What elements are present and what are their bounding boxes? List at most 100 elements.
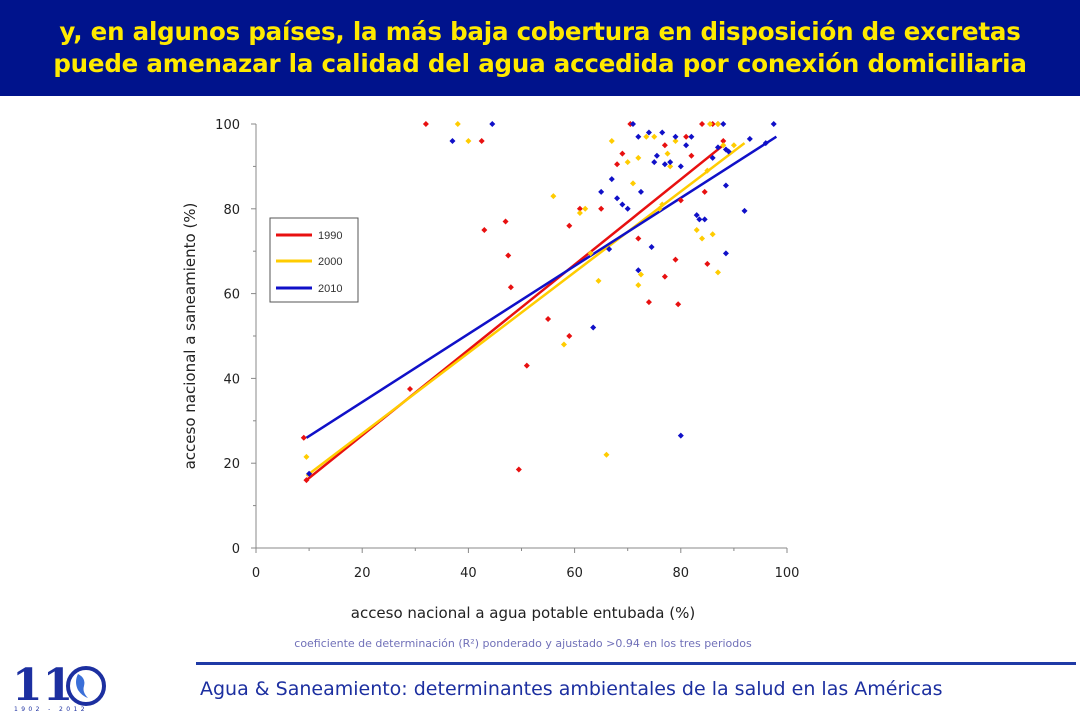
- data-point-1990: [406, 386, 413, 392]
- data-point-2000: [635, 154, 642, 161]
- data-point-2000: [714, 269, 721, 276]
- data-point-2010: [661, 161, 668, 168]
- data-point-2010: [701, 216, 708, 223]
- data-point-1990: [701, 188, 708, 195]
- data-point-2000: [672, 137, 679, 144]
- data-point-1990: [683, 133, 690, 140]
- data-point-2000: [656, 205, 663, 212]
- data-point-2010: [741, 207, 748, 214]
- y-tick-label: 40: [223, 372, 240, 387]
- data-point-2010: [653, 152, 660, 159]
- data-point-2010: [635, 267, 642, 274]
- data-point-2010: [651, 159, 658, 166]
- x-tick-label: 40: [460, 566, 477, 581]
- globe-icon: [66, 666, 106, 706]
- data-point-2010: [714, 144, 721, 151]
- chart-axes: 0 20 40 60 80 100 0 20 40 60 80 100: [215, 118, 799, 581]
- data-point-1990: [515, 466, 522, 473]
- x-tick-label: 80: [673, 566, 690, 581]
- data-point-1990: [300, 434, 307, 441]
- data-point-2000: [707, 121, 714, 127]
- data-point-1990: [566, 333, 573, 339]
- globe-continent: [76, 674, 88, 698]
- data-point-2010: [306, 470, 313, 477]
- data-point-2000: [637, 271, 644, 278]
- data-point-1990: [688, 152, 695, 159]
- data-point-1990: [502, 218, 509, 225]
- data-point-1990: [505, 252, 512, 259]
- data-point-2000: [595, 277, 602, 284]
- data-point-2000: [630, 180, 637, 187]
- data-point-1990: [576, 205, 583, 212]
- data-point-1990: [614, 161, 621, 168]
- legend-label-2000: 2000: [318, 256, 342, 268]
- data-point-2010: [659, 129, 666, 136]
- data-point-1990: [645, 299, 652, 306]
- y-axis-label: acceso nacional a saneamiento (%): [181, 203, 199, 470]
- data-point-2000: [550, 193, 557, 200]
- data-point-1990: [661, 273, 668, 280]
- data-point-2000: [709, 231, 716, 238]
- data-point-2000: [635, 282, 642, 289]
- data-point-2010: [608, 176, 615, 183]
- data-point-2000: [603, 451, 610, 458]
- data-point-2000: [651, 133, 658, 140]
- data-point-2010: [630, 121, 637, 127]
- data-point-2010: [645, 129, 652, 136]
- data-point-2000: [454, 121, 461, 127]
- data-point-2010: [677, 432, 684, 439]
- data-point-2010: [619, 201, 626, 208]
- data-point-1990: [523, 362, 530, 369]
- data-point-1990: [507, 284, 514, 291]
- data-point-2010: [762, 140, 769, 147]
- data-point-2010: [624, 205, 631, 212]
- data-point-1990: [672, 256, 679, 263]
- data-point-1990: [303, 477, 310, 484]
- y-tick-label: 100: [215, 118, 240, 133]
- data-point-2000: [659, 201, 666, 208]
- data-point-2000: [303, 453, 310, 460]
- r-squared-note: coeficiente de determinación (R²) ponder…: [294, 637, 752, 650]
- data-point-2010: [693, 212, 700, 219]
- data-point-1990: [704, 260, 711, 267]
- data-point-2000: [664, 150, 671, 157]
- data-point-2010: [770, 121, 777, 127]
- data-point-1990: [478, 137, 485, 144]
- data-point-1990: [481, 227, 488, 233]
- legend-label-2010: 2010: [318, 283, 342, 295]
- data-point-2010: [683, 142, 690, 149]
- data-point-2000: [699, 235, 706, 242]
- data-point-1990: [677, 197, 684, 204]
- data-point-2010: [696, 216, 703, 223]
- data-point-2000: [560, 341, 567, 348]
- data-point-2010: [672, 133, 679, 140]
- data-point-2000: [587, 250, 594, 257]
- x-tick-label: 20: [354, 566, 371, 581]
- data-point-2010: [722, 146, 729, 153]
- data-point-2010: [667, 159, 674, 166]
- data-point-2010: [720, 121, 727, 127]
- data-point-2010: [688, 133, 695, 140]
- header-banner: y, en algunos países, la más baja cobert…: [0, 0, 1080, 96]
- data-point-2010: [648, 243, 655, 250]
- data-point-2010: [725, 148, 732, 155]
- data-point-2000: [730, 142, 737, 149]
- data-point-1990: [699, 121, 706, 127]
- data-point-1990: [635, 235, 642, 242]
- data-point-1990: [545, 316, 552, 323]
- data-point-1990: [566, 222, 573, 229]
- data-point-2000: [465, 137, 472, 144]
- data-point-2010: [606, 246, 613, 253]
- logo-years: 1902 - 2012: [14, 706, 88, 713]
- header-title-line-2: puede amenazar la calidad del agua acced…: [53, 49, 1027, 78]
- data-point-1990: [720, 137, 727, 144]
- data-point-1990: [675, 301, 682, 308]
- legend-label-1990: 1990: [318, 230, 342, 242]
- x-axis-label: acceso nacional a agua potable entubada …: [351, 604, 695, 622]
- footer-divider: [196, 662, 1076, 665]
- y-tick-label: 0: [232, 542, 240, 557]
- header-title-line-1: y, en algunos países, la más baja cobert…: [59, 17, 1021, 46]
- data-point-2000: [624, 159, 631, 166]
- y-tick-label: 60: [223, 288, 240, 303]
